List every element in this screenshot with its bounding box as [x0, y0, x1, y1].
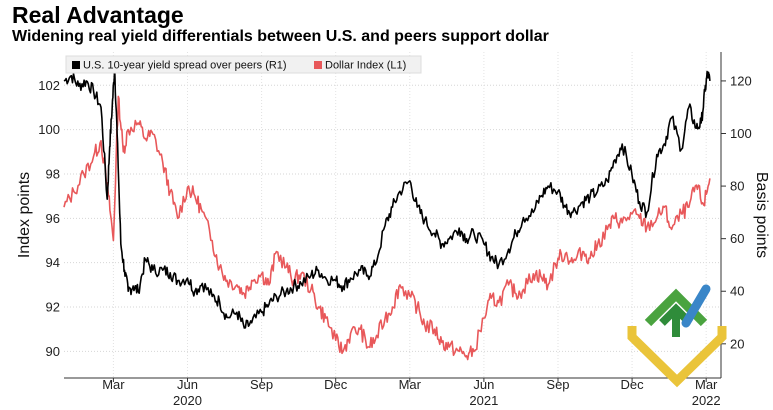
x-year-label: 2022: [692, 393, 721, 408]
left-tick-label: 100: [38, 122, 60, 137]
x-tick-label: Dec: [621, 377, 645, 392]
legend-label-dollar: Dollar Index (L1): [325, 60, 406, 72]
legend-swatch-dollar: [314, 61, 322, 69]
right-axis-label: Basis points: [753, 172, 770, 258]
plot-area: [64, 52, 721, 378]
series-lines: [63, 67, 711, 361]
legend-label-spread: U.S. 10-year yield spread over peers (R1…: [83, 60, 287, 72]
chart-subtitle: Widening real yield differentials betwee…: [12, 28, 549, 45]
x-tick-label: Jun: [473, 377, 494, 392]
logo-icon: [627, 284, 727, 388]
x-tick-label: Mar: [399, 377, 422, 392]
left-tick-label: 102: [38, 78, 60, 93]
left-tick-label: 98: [46, 166, 60, 181]
x-year-label: 2021: [469, 393, 498, 408]
left-axis-label: Index points: [16, 172, 33, 258]
chart-title: Real Advantage: [12, 2, 184, 28]
x-tick-label: Mar: [695, 377, 718, 392]
legend-swatch-spread: [72, 61, 80, 69]
right-tick-label: 20: [730, 336, 744, 351]
left-tick-label: 96: [46, 211, 60, 226]
x-tick-label: Dec: [324, 377, 348, 392]
right-tick-label: 100: [730, 126, 752, 141]
right-tick-label: 60: [730, 231, 744, 246]
x-tick-label: Sep: [250, 377, 273, 392]
left-axis-ticks: 90 92 94 96 98 100 102: [38, 78, 60, 359]
x-tick-label: Mar: [102, 377, 125, 392]
right-tick-label: 40: [730, 284, 744, 299]
left-tick-label: 92: [46, 300, 60, 315]
right-axis-ticks: 20 40 60 80 100 120: [721, 73, 752, 351]
series-line-dollar-index: [63, 95, 711, 361]
left-tick-label: 90: [46, 344, 60, 359]
x-tick-label: Jun: [177, 377, 198, 392]
right-tick-label: 80: [730, 179, 744, 194]
legend: U.S. 10-year yield spread over peers (R1…: [65, 55, 422, 74]
gridlines: [64, 52, 721, 378]
right-tick-label: 120: [730, 73, 752, 88]
left-tick-label: 94: [46, 255, 60, 270]
series-line-spread: [63, 67, 711, 329]
x-year-label: 2020: [173, 393, 202, 408]
x-tick-label: Sep: [546, 377, 569, 392]
x-axis-ticks: Mar Jun Sep Dec Mar Jun Sep Dec Mar 2020 2021 2022: [102, 377, 720, 408]
